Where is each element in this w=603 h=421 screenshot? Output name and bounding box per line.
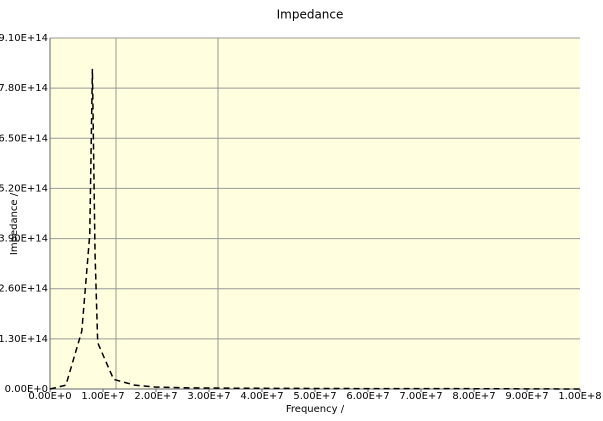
y-tick-label: 2.60E+14 bbox=[0, 284, 48, 295]
x-tick-label: 5.00E+7 bbox=[293, 391, 336, 402]
plot-layer: 0.00E+0 1.30E+14 2.60E+14 3.90E+14 5.20E+14 6… bbox=[0, 33, 602, 402]
x-tick-label: 9.00E+7 bbox=[505, 391, 548, 402]
plot-area bbox=[50, 38, 580, 389]
x-tick-label: 8.00E+7 bbox=[452, 391, 495, 402]
data-line bbox=[49, 68, 581, 390]
y-tick-label: 7.80E+14 bbox=[0, 83, 48, 94]
y-tick-label: 0.00E+0 bbox=[5, 384, 48, 395]
y-axis-label: Impedance / bbox=[9, 192, 20, 255]
x-tick-label: 1.00E+7 bbox=[81, 391, 124, 402]
y-tick-label: 1.30E+14 bbox=[0, 334, 48, 345]
x-axis-label: Frequency / bbox=[286, 404, 345, 415]
chart-title: Impedance bbox=[277, 8, 344, 22]
y-tick-label: 9.10E+14 bbox=[0, 33, 48, 44]
x-tick-label: 2.00E+7 bbox=[134, 391, 177, 402]
y-tick-label: 3.90E+14 bbox=[0, 234, 48, 245]
x-tick-label: 1.00E+8 bbox=[558, 391, 601, 402]
x-tick-label: 6.00E+7 bbox=[346, 391, 389, 402]
x-tick-label: 3.00E+7 bbox=[187, 391, 230, 402]
x-tick-label: 0.00E+0 bbox=[28, 391, 71, 402]
x-tick-label: 7.00E+7 bbox=[399, 391, 442, 402]
y-tick-label: 6.50E+14 bbox=[0, 133, 48, 144]
x-tick-label: 4.00E+7 bbox=[240, 391, 283, 402]
y-tick-label: 5.20E+14 bbox=[0, 183, 48, 194]
